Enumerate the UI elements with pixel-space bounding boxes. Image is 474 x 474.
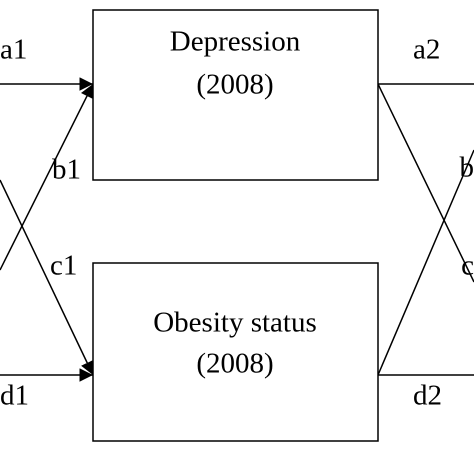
node-label: Depression [170, 26, 301, 58]
edge-label: d1 [0, 380, 29, 412]
path-c1 [0, 179, 94, 376]
path-b2 [377, 149, 474, 376]
node-box [92, 262, 379, 442]
node-sublabel: (2008) [196, 348, 273, 380]
edge-label: c1 [50, 250, 77, 282]
edge-label: a1 [0, 34, 27, 66]
edge-label: a2 [413, 34, 440, 66]
node-box [92, 9, 379, 181]
edge-label: c [461, 250, 474, 282]
edge-label: b [460, 152, 474, 184]
node-sublabel: (2008) [196, 69, 273, 101]
edge-label: b1 [52, 154, 81, 186]
edge-label: d2 [413, 380, 442, 412]
path-c2 [377, 83, 474, 283]
node-label: Obesity status [153, 307, 317, 339]
path-b1 [0, 83, 94, 271]
